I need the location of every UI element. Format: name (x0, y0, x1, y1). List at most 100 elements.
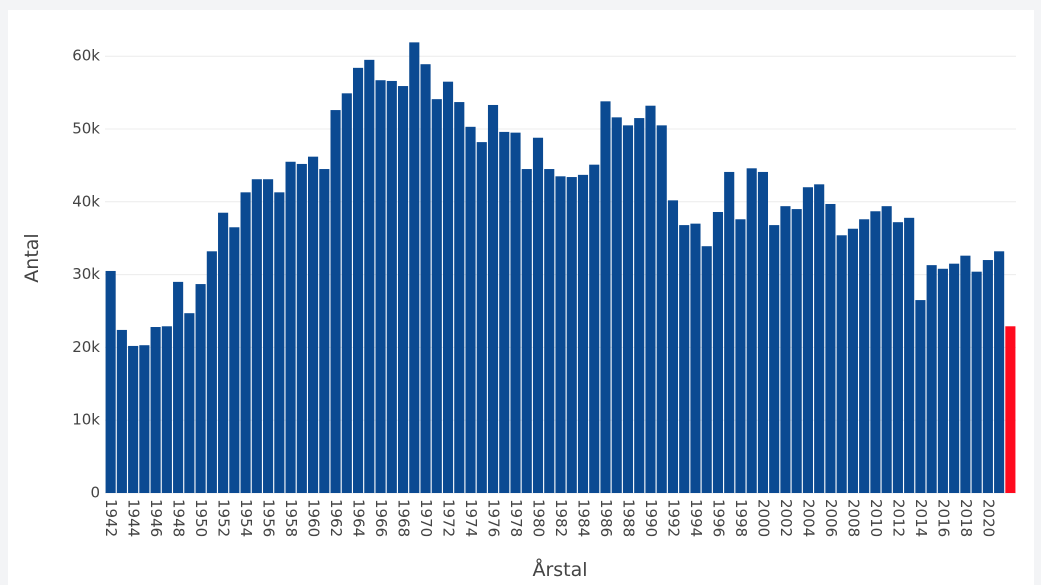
bar (757, 171, 769, 493)
x-tick-label: 2000 (754, 499, 772, 537)
bar (645, 105, 656, 493)
x-axis-title: Årstal (532, 558, 587, 581)
bar (240, 192, 251, 493)
y-tick-label: 10k (72, 411, 100, 429)
bar (656, 125, 667, 494)
y-axis-title: Antal (21, 233, 43, 282)
bar (420, 64, 431, 493)
x-tick-label: 1988 (619, 499, 637, 537)
x-tick-label: 1966 (372, 499, 390, 537)
bar (476, 142, 487, 493)
y-tick-label: 50k (72, 120, 100, 138)
bar (994, 251, 1005, 493)
bar (577, 174, 589, 493)
bar (746, 168, 757, 493)
x-tick-label: 1994 (687, 499, 705, 537)
x-tick-label: 1954 (237, 499, 255, 537)
x-tick-label: 2014 (912, 499, 930, 537)
bar (892, 222, 903, 493)
bar (510, 132, 521, 493)
bar (206, 251, 217, 493)
bar (802, 187, 813, 494)
x-tick-label: 2010 (867, 499, 885, 537)
bar (116, 329, 127, 493)
bar (555, 176, 566, 493)
bar (341, 93, 352, 493)
bar (352, 67, 364, 494)
bar (870, 211, 881, 493)
bar (251, 179, 262, 493)
x-tick-label: 1960 (305, 499, 323, 537)
bar (769, 225, 780, 493)
bar (949, 263, 960, 493)
bar (724, 171, 735, 493)
x-tick-label: 1990 (642, 499, 660, 537)
bar (847, 228, 858, 493)
bar (836, 235, 847, 493)
bar (386, 80, 397, 494)
bar (904, 217, 915, 494)
x-tick-label: 1996 (709, 499, 727, 537)
bar (611, 117, 622, 494)
bar (499, 131, 510, 494)
x-tick-label: 1970 (417, 499, 435, 537)
bar (465, 126, 476, 493)
bar (229, 227, 240, 493)
x-tick-label: 1950 (192, 499, 210, 537)
bar (319, 169, 330, 494)
x-tick-label: 2006 (822, 499, 840, 537)
bar (679, 225, 690, 493)
x-tick-label: 1984 (574, 499, 592, 537)
bar (566, 177, 577, 493)
x-tick-label: 2018 (957, 499, 975, 537)
y-tick-label: 40k (72, 192, 100, 210)
x-tick-label: 1978 (507, 499, 525, 537)
x-tick-label: 2008 (844, 499, 862, 537)
bar (622, 125, 634, 494)
x-tick-label: 2004 (799, 499, 817, 537)
bar (881, 206, 892, 493)
bar (780, 206, 791, 493)
bar (285, 161, 296, 493)
x-tick-label: 1956 (260, 499, 278, 537)
bar (397, 86, 409, 493)
x-tick-label: 1962 (327, 499, 345, 537)
bar (105, 270, 116, 493)
bar (791, 209, 802, 493)
x-tick-label: 2020 (979, 499, 997, 537)
bar (195, 284, 206, 493)
x-tick-label: 1944 (125, 499, 143, 537)
y-tick-label: 20k (72, 338, 100, 356)
x-tick-label: 1986 (597, 499, 615, 537)
y-tick-label: 0 (90, 484, 100, 502)
bar (690, 223, 701, 493)
y-tick-label: 30k (72, 265, 100, 283)
x-tick-label: 1942 (102, 499, 120, 537)
x-tick-label: 2012 (889, 499, 907, 537)
bar (814, 184, 825, 493)
bar (308, 156, 319, 493)
bar (735, 219, 746, 493)
bar (487, 104, 499, 493)
bar (296, 163, 307, 493)
bar (364, 59, 375, 494)
bar (375, 80, 386, 493)
bar (825, 203, 836, 493)
bar (330, 110, 341, 494)
x-tick-label: 1980 (530, 499, 548, 537)
bar (937, 268, 948, 493)
x-tick-label: 1948 (170, 499, 188, 537)
bar (532, 137, 544, 493)
bar (161, 326, 172, 493)
bar (915, 300, 926, 493)
bar (139, 345, 150, 493)
bar (971, 271, 982, 493)
bar (128, 345, 139, 493)
x-tick-label: 1974 (462, 499, 480, 537)
x-tick-label: 2002 (777, 499, 795, 537)
x-tick-label: 1982 (552, 499, 570, 537)
x-tick-label: 1964 (350, 499, 368, 537)
bar (982, 260, 993, 493)
x-tick-label: 1952 (215, 499, 233, 537)
